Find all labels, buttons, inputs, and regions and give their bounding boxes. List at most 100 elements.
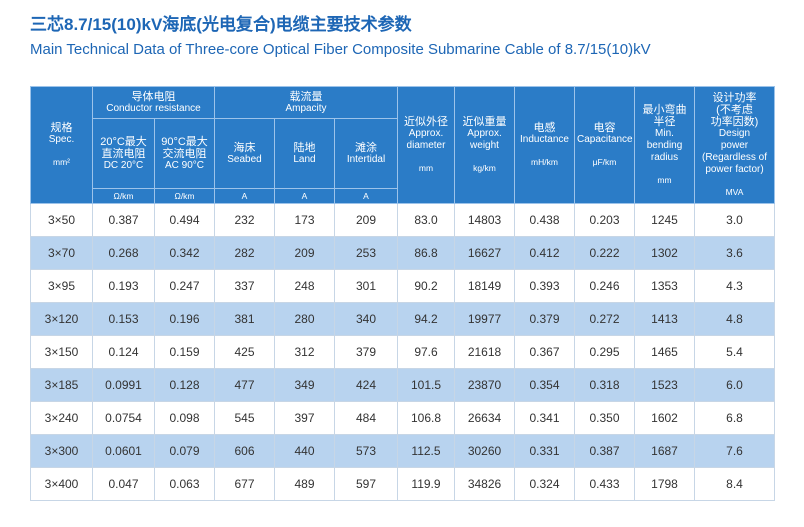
cell-ac-resistance: 0.196 [154, 302, 215, 336]
cell-intertidal: 340 [334, 302, 398, 336]
header-spec: 规格 Spec. mm² [30, 86, 93, 204]
unit-intertidal: A [334, 188, 398, 204]
cell-land: 280 [274, 302, 335, 336]
cell-inductance: 0.438 [514, 203, 575, 237]
cell-diameter: 83.0 [397, 203, 455, 237]
cell-design-power: 4.8 [694, 302, 775, 336]
cell-design-power: 3.6 [694, 236, 775, 270]
cell-bending-radius: 1302 [634, 236, 695, 270]
cell-design-power: 3.0 [694, 203, 775, 237]
cell-design-power: 4.3 [694, 269, 775, 303]
header-inductance: 电感 Inductance mH/km [514, 86, 575, 204]
cell-land: 312 [274, 335, 335, 369]
cell-spec: 3×95 [30, 269, 93, 303]
cell-dc-resistance: 0.0991 [92, 368, 155, 402]
table-body: 3×50 0.387 0.494 232 173 209 83.0 14803 0.438 0.2… [30, 203, 775, 501]
cell-seabed: 677 [214, 467, 275, 501]
cell-weight: 18149 [454, 269, 515, 303]
cell-seabed: 425 [214, 335, 275, 369]
cell-intertidal: 301 [334, 269, 398, 303]
cell-spec: 3×120 [30, 302, 93, 336]
unit-design-power: MVA [725, 187, 744, 197]
cell-intertidal: 573 [334, 434, 398, 468]
unit-weight: kg/km [473, 163, 496, 173]
cell-bending-radius: 1413 [634, 302, 695, 336]
cell-design-power: 6.0 [694, 368, 775, 402]
cell-dc-resistance: 0.387 [92, 203, 155, 237]
cell-capacitance: 0.203 [574, 203, 635, 237]
cell-capacitance: 0.350 [574, 401, 635, 435]
cell-ac-resistance: 0.494 [154, 203, 215, 237]
unit-spec: mm² [53, 157, 70, 167]
cell-intertidal: 597 [334, 467, 398, 501]
cell-bending-radius: 1602 [634, 401, 695, 435]
cell-design-power: 5.4 [694, 335, 775, 369]
cell-dc-resistance: 0.193 [92, 269, 155, 303]
title-english: Main Technical Data of Three-core Optica… [30, 41, 651, 58]
cell-capacitance: 0.295 [574, 335, 635, 369]
table-row: 3×185 0.0991 0.128 477 349 424 101.5 23870 0.354… [30, 368, 775, 402]
cell-design-power: 7.6 [694, 434, 775, 468]
cell-dc-resistance: 0.0754 [92, 401, 155, 435]
table-row: 3×50 0.387 0.494 232 173 209 83.0 14803 0.438 0.2… [30, 203, 775, 237]
cell-weight: 30260 [454, 434, 515, 468]
unit-bending-radius: mm [657, 175, 672, 185]
cell-spec: 3×50 [30, 203, 93, 237]
cell-bending-radius: 1687 [634, 434, 695, 468]
header-seabed: 海床 Seabed [214, 118, 275, 189]
cell-spec: 3×240 [30, 401, 93, 435]
cell-intertidal: 253 [334, 236, 398, 270]
unit-seabed: A [214, 188, 275, 204]
cell-weight: 14803 [454, 203, 515, 237]
cell-capacitance: 0.387 [574, 434, 635, 468]
cell-dc-resistance: 0.153 [92, 302, 155, 336]
cell-inductance: 0.354 [514, 368, 575, 402]
table-row: 3×70 0.268 0.342 282 209 253 86.8 16627 0.412 0.2… [30, 236, 775, 270]
cell-weight: 34826 [454, 467, 515, 501]
header-dc-resistance: 20°C最大 直流电阻 DC 20°C [92, 118, 155, 189]
header-land: 陆地 Land [274, 118, 335, 189]
cell-dc-resistance: 0.047 [92, 467, 155, 501]
cell-seabed: 606 [214, 434, 275, 468]
header-design-power: 设计功率 (不考虑 功率因数) Design power (Regardless… [694, 86, 775, 204]
cell-seabed: 337 [214, 269, 275, 303]
cell-ac-resistance: 0.128 [154, 368, 215, 402]
header-ampacity: 载流量 Ampacity [214, 86, 398, 119]
cell-bending-radius: 1798 [634, 467, 695, 501]
cell-diameter: 86.8 [397, 236, 455, 270]
table-row: 3×150 0.124 0.159 425 312 379 97.6 21618 0.367 0.… [30, 335, 775, 369]
table-row: 3×400 0.047 0.063 677 489 597 119.9 34826 0.324 0… [30, 467, 775, 501]
cell-intertidal: 379 [334, 335, 398, 369]
cell-ac-resistance: 0.342 [154, 236, 215, 270]
table-header: 规格 Spec. mm² 导体电阻 Conductor resistance 载… [30, 86, 775, 204]
cell-land: 248 [274, 269, 335, 303]
cell-diameter: 106.8 [397, 401, 455, 435]
cell-bending-radius: 1523 [634, 368, 695, 402]
table-row: 3×240 0.0754 0.098 545 397 484 106.8 26634 0.341… [30, 401, 775, 435]
cell-inductance: 0.379 [514, 302, 575, 336]
header-diameter: 近似外径 Approx. diameter mm [397, 86, 455, 204]
cell-dc-resistance: 0.268 [92, 236, 155, 270]
header-intertidal: 滩涂 Intertidal [334, 118, 398, 189]
cell-diameter: 112.5 [397, 434, 455, 468]
cell-capacitance: 0.272 [574, 302, 635, 336]
cell-spec: 3×300 [30, 434, 93, 468]
cell-seabed: 545 [214, 401, 275, 435]
table-row: 3×300 0.0601 0.079 606 440 573 112.5 30260 0.331… [30, 434, 775, 468]
cell-diameter: 90.2 [397, 269, 455, 303]
cell-diameter: 119.9 [397, 467, 455, 501]
cell-inductance: 0.341 [514, 401, 575, 435]
cell-intertidal: 484 [334, 401, 398, 435]
cell-intertidal: 424 [334, 368, 398, 402]
unit-diameter: mm [418, 163, 434, 173]
cell-dc-resistance: 0.0601 [92, 434, 155, 468]
cell-ac-resistance: 0.247 [154, 269, 215, 303]
unit-ac-resistance: Ω/km [154, 188, 215, 204]
cell-weight: 26634 [454, 401, 515, 435]
cell-land: 173 [274, 203, 335, 237]
cell-inductance: 0.393 [514, 269, 575, 303]
unit-land: A [274, 188, 335, 204]
cell-weight: 19977 [454, 302, 515, 336]
cell-dc-resistance: 0.124 [92, 335, 155, 369]
cell-diameter: 97.6 [397, 335, 455, 369]
